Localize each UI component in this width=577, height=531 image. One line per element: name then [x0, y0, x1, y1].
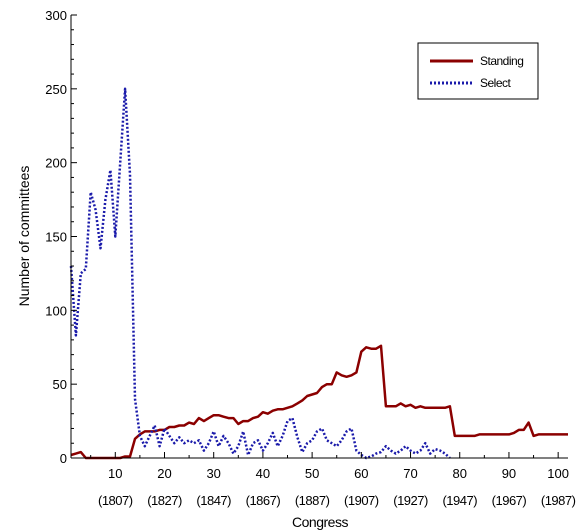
x-tick-label: 70	[403, 466, 417, 481]
series-layer	[69, 87, 568, 460]
x-tick-label: 90	[502, 466, 516, 481]
legend-label-standing: Standing	[480, 54, 523, 68]
x-tick-year-label: (1827)	[147, 493, 182, 508]
legend: Standing Select	[417, 42, 539, 100]
x-tick-label: 100	[547, 466, 569, 481]
y-axis-ticks: 0 50 100 150 200 250 300	[45, 8, 77, 466]
x-tick-year-label: (1927)	[393, 493, 428, 508]
x-tick-year-label: (1867)	[246, 493, 281, 508]
x-tick-year-label: (1887)	[295, 493, 330, 508]
y-tick-label: 100	[45, 303, 67, 318]
x-tick-label: 10	[108, 466, 122, 481]
y-tick-label: 300	[45, 8, 67, 23]
x-tick-year-label: (1987)	[541, 493, 576, 508]
y-tick-label: 50	[53, 377, 67, 392]
y-tick-label: 150	[45, 230, 67, 245]
x-tick-label: 50	[305, 466, 319, 481]
x-tick-year-label: (1807)	[98, 493, 133, 508]
x-tick-year-label: (1847)	[196, 493, 231, 508]
x-axis-ticks: 10 (1807) 20 (1827) 30 (1847) 40 (1867) 50 (1887)…	[90, 452, 576, 508]
x-tick-label: 20	[157, 466, 171, 481]
x-tick-year-label: (1967)	[492, 493, 527, 508]
x-axis-title: Congress	[292, 514, 348, 530]
legend-box	[417, 42, 539, 100]
y-axis-title: Number of committees	[16, 166, 32, 307]
y-tick-label: 200	[45, 156, 67, 171]
series-line-standing	[70, 344, 568, 460]
x-tick-label: 40	[256, 466, 270, 481]
x-tick-label: 60	[354, 466, 368, 481]
x-tick-label: 80	[453, 466, 467, 481]
x-tick-year-label: (1947)	[442, 493, 477, 508]
x-tick-label: 30	[206, 466, 220, 481]
x-tick-year-label: (1907)	[344, 493, 379, 508]
legend-label-select: Select	[480, 76, 512, 90]
series-line-select	[69, 87, 451, 460]
y-tick-label: 0	[60, 451, 67, 466]
y-tick-label: 250	[45, 82, 67, 97]
